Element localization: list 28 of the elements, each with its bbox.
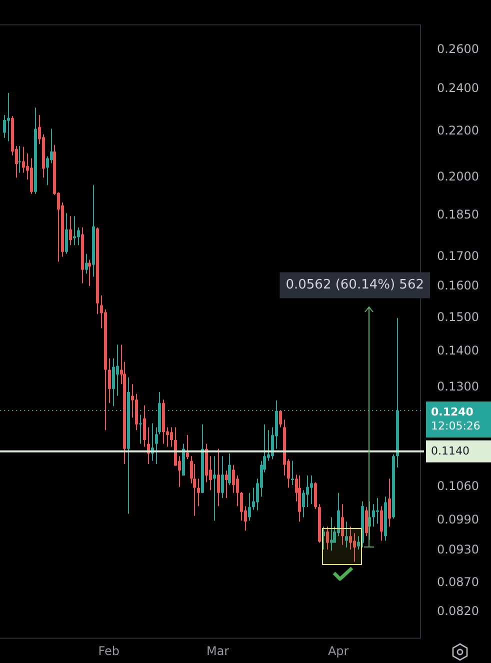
candlestick — [291, 460, 294, 486]
y-tick-label: 0.2400 — [437, 80, 479, 95]
y-tick-label: 0.1400 — [437, 343, 479, 358]
y-tick-label: 0.1700 — [437, 248, 479, 263]
x-tick-label: Apr — [328, 644, 349, 658]
ref-line-label: 0.1240 12:05:26 — [431, 405, 480, 432]
candlestick — [7, 93, 10, 142]
y-tick-label: 0.1500 — [437, 310, 479, 324]
y-tick-label: 0.1300 — [437, 380, 479, 394]
y-tick-label: 0.0990 — [437, 512, 479, 526]
y-tick-label: 0.0870 — [437, 575, 479, 590]
candlestick — [213, 456, 216, 521]
y-tick-label: 0.1600 — [437, 278, 479, 292]
y-tick-label: 0.1060 — [437, 478, 479, 493]
y-tick-label: 0.0930 — [437, 542, 479, 557]
candlestick — [139, 414, 142, 444]
y-tick-label: 0.0820 — [437, 604, 479, 618]
x-tick-label: Feb — [98, 644, 120, 658]
x-tick-label: Mar — [206, 644, 230, 658]
candlestick — [18, 146, 21, 173]
y-tick-label: 0.2600 — [437, 42, 479, 56]
candlestick — [330, 517, 333, 551]
candlestick — [376, 498, 379, 524]
y-tick-label: 0.1850 — [437, 208, 479, 222]
y-tick-label: 0.2000 — [437, 170, 479, 184]
y-tick-label: 0.2200 — [437, 123, 479, 138]
annotation: 0.0562 (60.14%) 562 — [286, 278, 424, 293]
ref-line-label: 0.1140 — [431, 444, 470, 458]
